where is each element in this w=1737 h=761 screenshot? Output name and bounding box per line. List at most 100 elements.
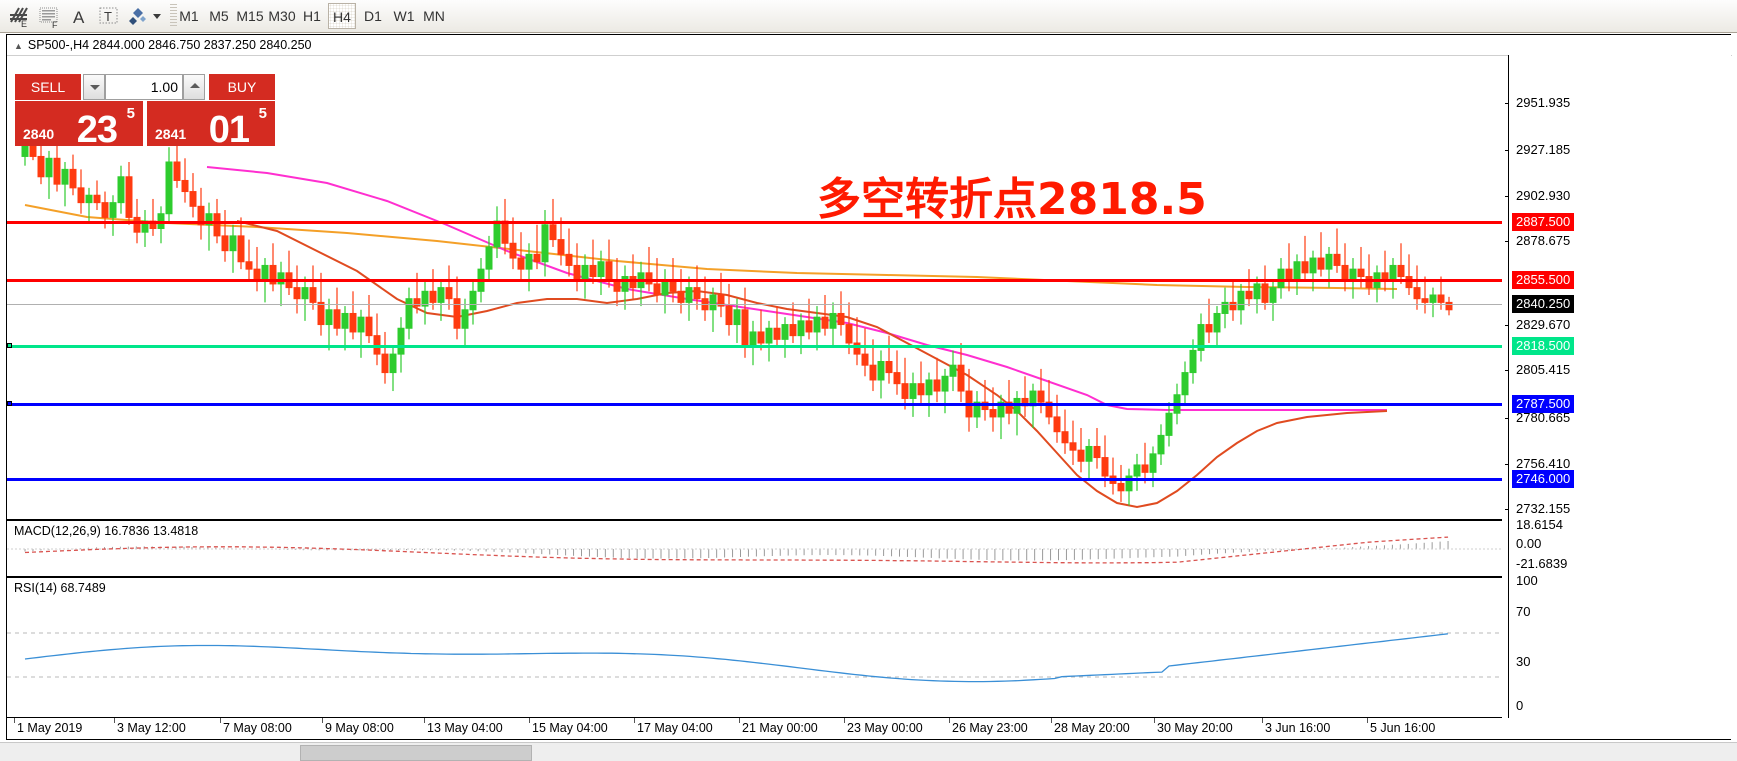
level-line-2840-250[interactable] [7,304,1502,305]
time-axis-label: 3 May 12:00 [117,721,186,735]
sell-price-box[interactable]: 2840 23 5 [15,101,143,146]
indicators-icon[interactable]: E [6,3,32,29]
time-axis-label: 7 May 08:00 [223,721,292,735]
price-axis-label: 2902.930 [1516,188,1571,203]
timeframe-m30[interactable]: M30 [268,8,296,24]
volume-increase-button[interactable] [183,74,205,100]
last-price-label[interactable]: 2840.250 [1512,295,1575,313]
volume-decrease-button[interactable] [83,74,105,100]
chevron-down-icon[interactable] [150,3,164,29]
rsi-pane[interactable]: RSI(14) 68.7489 [7,578,1502,718]
time-tick [220,718,221,723]
sell-price-pip: 5 [126,105,135,122]
price-axis-label: 2927.185 [1516,142,1571,157]
svg-text:F: F [52,20,58,29]
quote-line: ▲ SP500-,H4 2844.000 2846.750 2837.250 28… [7,35,1732,56]
level-line-2787-500[interactable] [7,403,1502,406]
periods-icon[interactable]: F [36,3,62,29]
candlestick-plot [21,132,1453,509]
time-tick [1262,718,1263,723]
svg-text:A: A [73,8,85,27]
price-axis-label: 2780.665 [1516,410,1571,425]
time-axis-label: 26 May 23:00 [952,721,1028,735]
level-price-label-2818-500[interactable]: 2818.500 [1512,337,1575,355]
time-tick [634,718,635,723]
indicator-axis-label: 18.6154 [1516,517,1563,532]
timeframe-h1[interactable]: H1 [303,8,321,24]
time-tick [1051,718,1052,723]
buy-price-pip: 5 [258,105,267,122]
time-tick [322,718,323,723]
level-price-label-2887-500[interactable]: 2887.500 [1512,213,1575,231]
level-line-2887-500[interactable] [7,221,1502,224]
price-axis-label: 2805.415 [1516,362,1571,377]
objects-icon[interactable] [126,3,152,29]
svg-text:T: T [104,9,112,24]
indicator-axis-label: 70 [1516,604,1531,619]
price-pane[interactable]: 多空转折点2818.5 SELL 1.00 BUY 2840 23 5 2841 [7,55,1502,521]
level-line-2855-500[interactable] [7,279,1502,282]
ma-magenta [206,166,1387,411]
buy-price-box[interactable]: 2841 01 5 [147,101,275,146]
sell-price-main: 23 [76,109,118,146]
indicator-axis-label: 100 [1516,573,1538,588]
timeframe-d1[interactable]: D1 [364,8,382,24]
level-price-label-2787-500[interactable]: 2787.500 [1512,395,1575,413]
timeframe-mn[interactable]: MN [423,8,445,24]
quote-line-text: SP500-,H4 2844.000 2846.750 2837.250 284… [27,38,312,52]
macd-title: MACD(12,26,9) 16.7836 13.4818 [14,524,199,538]
price-axis-label: 2756.410 [1516,456,1571,471]
macd-pane[interactable]: MACD(12,26,9) 16.7836 13.4818 [7,521,1502,578]
time-tick [949,718,950,723]
horizontal-scrollbar[interactable] [0,742,1737,761]
timeframe-w1[interactable]: W1 [393,8,415,24]
level-price-label-2746-000[interactable]: 2746.000 [1512,470,1575,488]
indicator-axis-label: 0.00 [1516,536,1542,551]
timeframe-m15[interactable]: M15 [236,8,264,24]
time-tick [844,718,845,723]
order-controls-row: SELL 1.00 BUY [15,74,275,100]
level-price-label-2855-500[interactable]: 2855.500 [1512,271,1575,289]
axis-tick [1505,418,1509,419]
level-anchor[interactable] [7,401,12,406]
text-label-icon[interactable]: T [96,3,122,29]
price-axis-label: 2732.155 [1516,501,1571,516]
axis-tick [1505,196,1509,197]
buy-price-prefix: 2841 [155,126,187,142]
axis-tick [1505,103,1509,104]
timeframe-m5[interactable]: M5 [209,8,229,24]
time-axis-label: 15 May 04:00 [532,721,608,735]
axis-tick [1505,370,1509,371]
price-axis-label: 2951.935 [1516,95,1571,110]
time-tick [739,718,740,723]
text-tool-icon[interactable]: A [66,3,92,29]
scrollbar-thumb[interactable] [300,745,532,761]
main-toolbar: E F A T [0,0,1737,33]
buy-price-main: 01 [208,109,250,146]
one-click-trading-panel[interactable]: SELL 1.00 BUY 2840 23 5 2841 01 5 [15,74,275,146]
time-tick [114,718,115,723]
ma-orange [24,204,1398,290]
buy-button[interactable]: BUY [209,74,275,100]
volume-input[interactable]: 1.00 [105,74,183,100]
svg-text:E: E [21,19,27,29]
axis-tick [1505,150,1509,151]
timeframe-m1[interactable]: M1 [179,8,199,24]
time-axis-label: 21 May 00:00 [742,721,818,735]
time-axis-label: 23 May 00:00 [847,721,923,735]
time-axis[interactable]: 1 May 2019 3 May 12:00 7 May 08:00 9 May 08… [7,718,1732,739]
level-anchor[interactable] [7,343,12,348]
price-axis-label: 2878.675 [1516,233,1571,248]
chart-annotation-text: 多空转折点2818.5 [817,174,1207,225]
axis-tick [1505,509,1509,510]
timeframe-h4[interactable]: H4 [328,3,356,29]
sell-button[interactable]: SELL [15,74,81,100]
price-axis[interactable]: 2951.935 2927.185 2902.930 2887.500 2878.675… [1505,55,1731,718]
level-line-2746-000[interactable] [7,478,1502,481]
collapse-triangle-icon[interactable]: ▲ [14,41,23,51]
chart-window: ▲ SP500-,H4 2844.000 2846.750 2837.250 28… [6,34,1732,740]
time-tick [14,718,15,723]
time-axis-label: 5 Jun 16:00 [1370,721,1436,735]
axis-tick [1505,241,1509,242]
level-line-2818-500[interactable] [7,345,1502,348]
